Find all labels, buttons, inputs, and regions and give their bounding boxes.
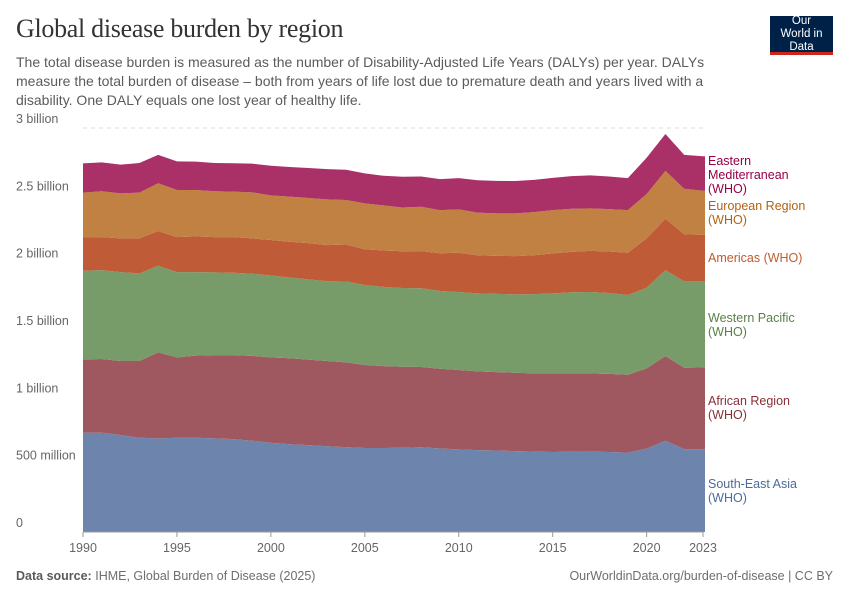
- y-tick-label: 3 billion: [16, 112, 58, 126]
- area-african-region-who: [83, 352, 703, 453]
- legend-label: European Region (WHO): [708, 199, 805, 227]
- area-eastern-mediterranean-who: [83, 134, 703, 214]
- y-tick-label: 2.5 billion: [16, 179, 69, 193]
- y-tick-label: 1 billion: [16, 381, 58, 395]
- logo-text: Our World in Data: [780, 14, 823, 53]
- x-tick-label: 2015: [539, 541, 567, 555]
- y-tick-label: 1.5 billion: [16, 314, 69, 328]
- area-south-east-asia-who: [83, 432, 703, 532]
- y-tick-label: 0: [16, 516, 23, 530]
- x-tick-label: 2010: [445, 541, 473, 555]
- legend-label: African Region (WHO): [708, 394, 790, 422]
- source-label: Data source:: [16, 569, 92, 583]
- x-tick-label: 2005: [351, 541, 379, 555]
- area-americas-who: [83, 218, 703, 295]
- x-tick-label: 2023: [689, 541, 717, 555]
- source-text: IHME, Global Burden of Disease (2025): [95, 569, 316, 583]
- area-european-region-who: [83, 170, 703, 257]
- owid-logo[interactable]: Our World in Data: [770, 14, 833, 55]
- x-tick-label: 2020: [633, 541, 661, 555]
- legend-label: Americas (WHO): [708, 251, 802, 265]
- legend-label: Eastern Mediterranean (WHO): [708, 154, 789, 196]
- chart-subtitle: The total disease burden is measured as …: [16, 54, 705, 108]
- x-tick-label: 1995: [163, 541, 191, 555]
- y-tick-label: 2 billion: [16, 247, 58, 261]
- legend-label: South-East Asia (WHO): [708, 477, 797, 505]
- x-tick-label: 1990: [69, 541, 97, 555]
- legend-label: Western Pacific (WHO): [708, 311, 795, 339]
- y-tick-label: 500 million: [16, 449, 76, 463]
- source-url[interactable]: OurWorldinData.org/burden-of-disease | C…: [569, 569, 833, 583]
- x-tick-label: 2000: [257, 541, 285, 555]
- data-source: Data source: IHME, Global Burden of Dise…: [16, 569, 315, 583]
- chart-title: Global disease burden by region: [16, 14, 344, 43]
- area-western-pacific-who: [83, 265, 703, 375]
